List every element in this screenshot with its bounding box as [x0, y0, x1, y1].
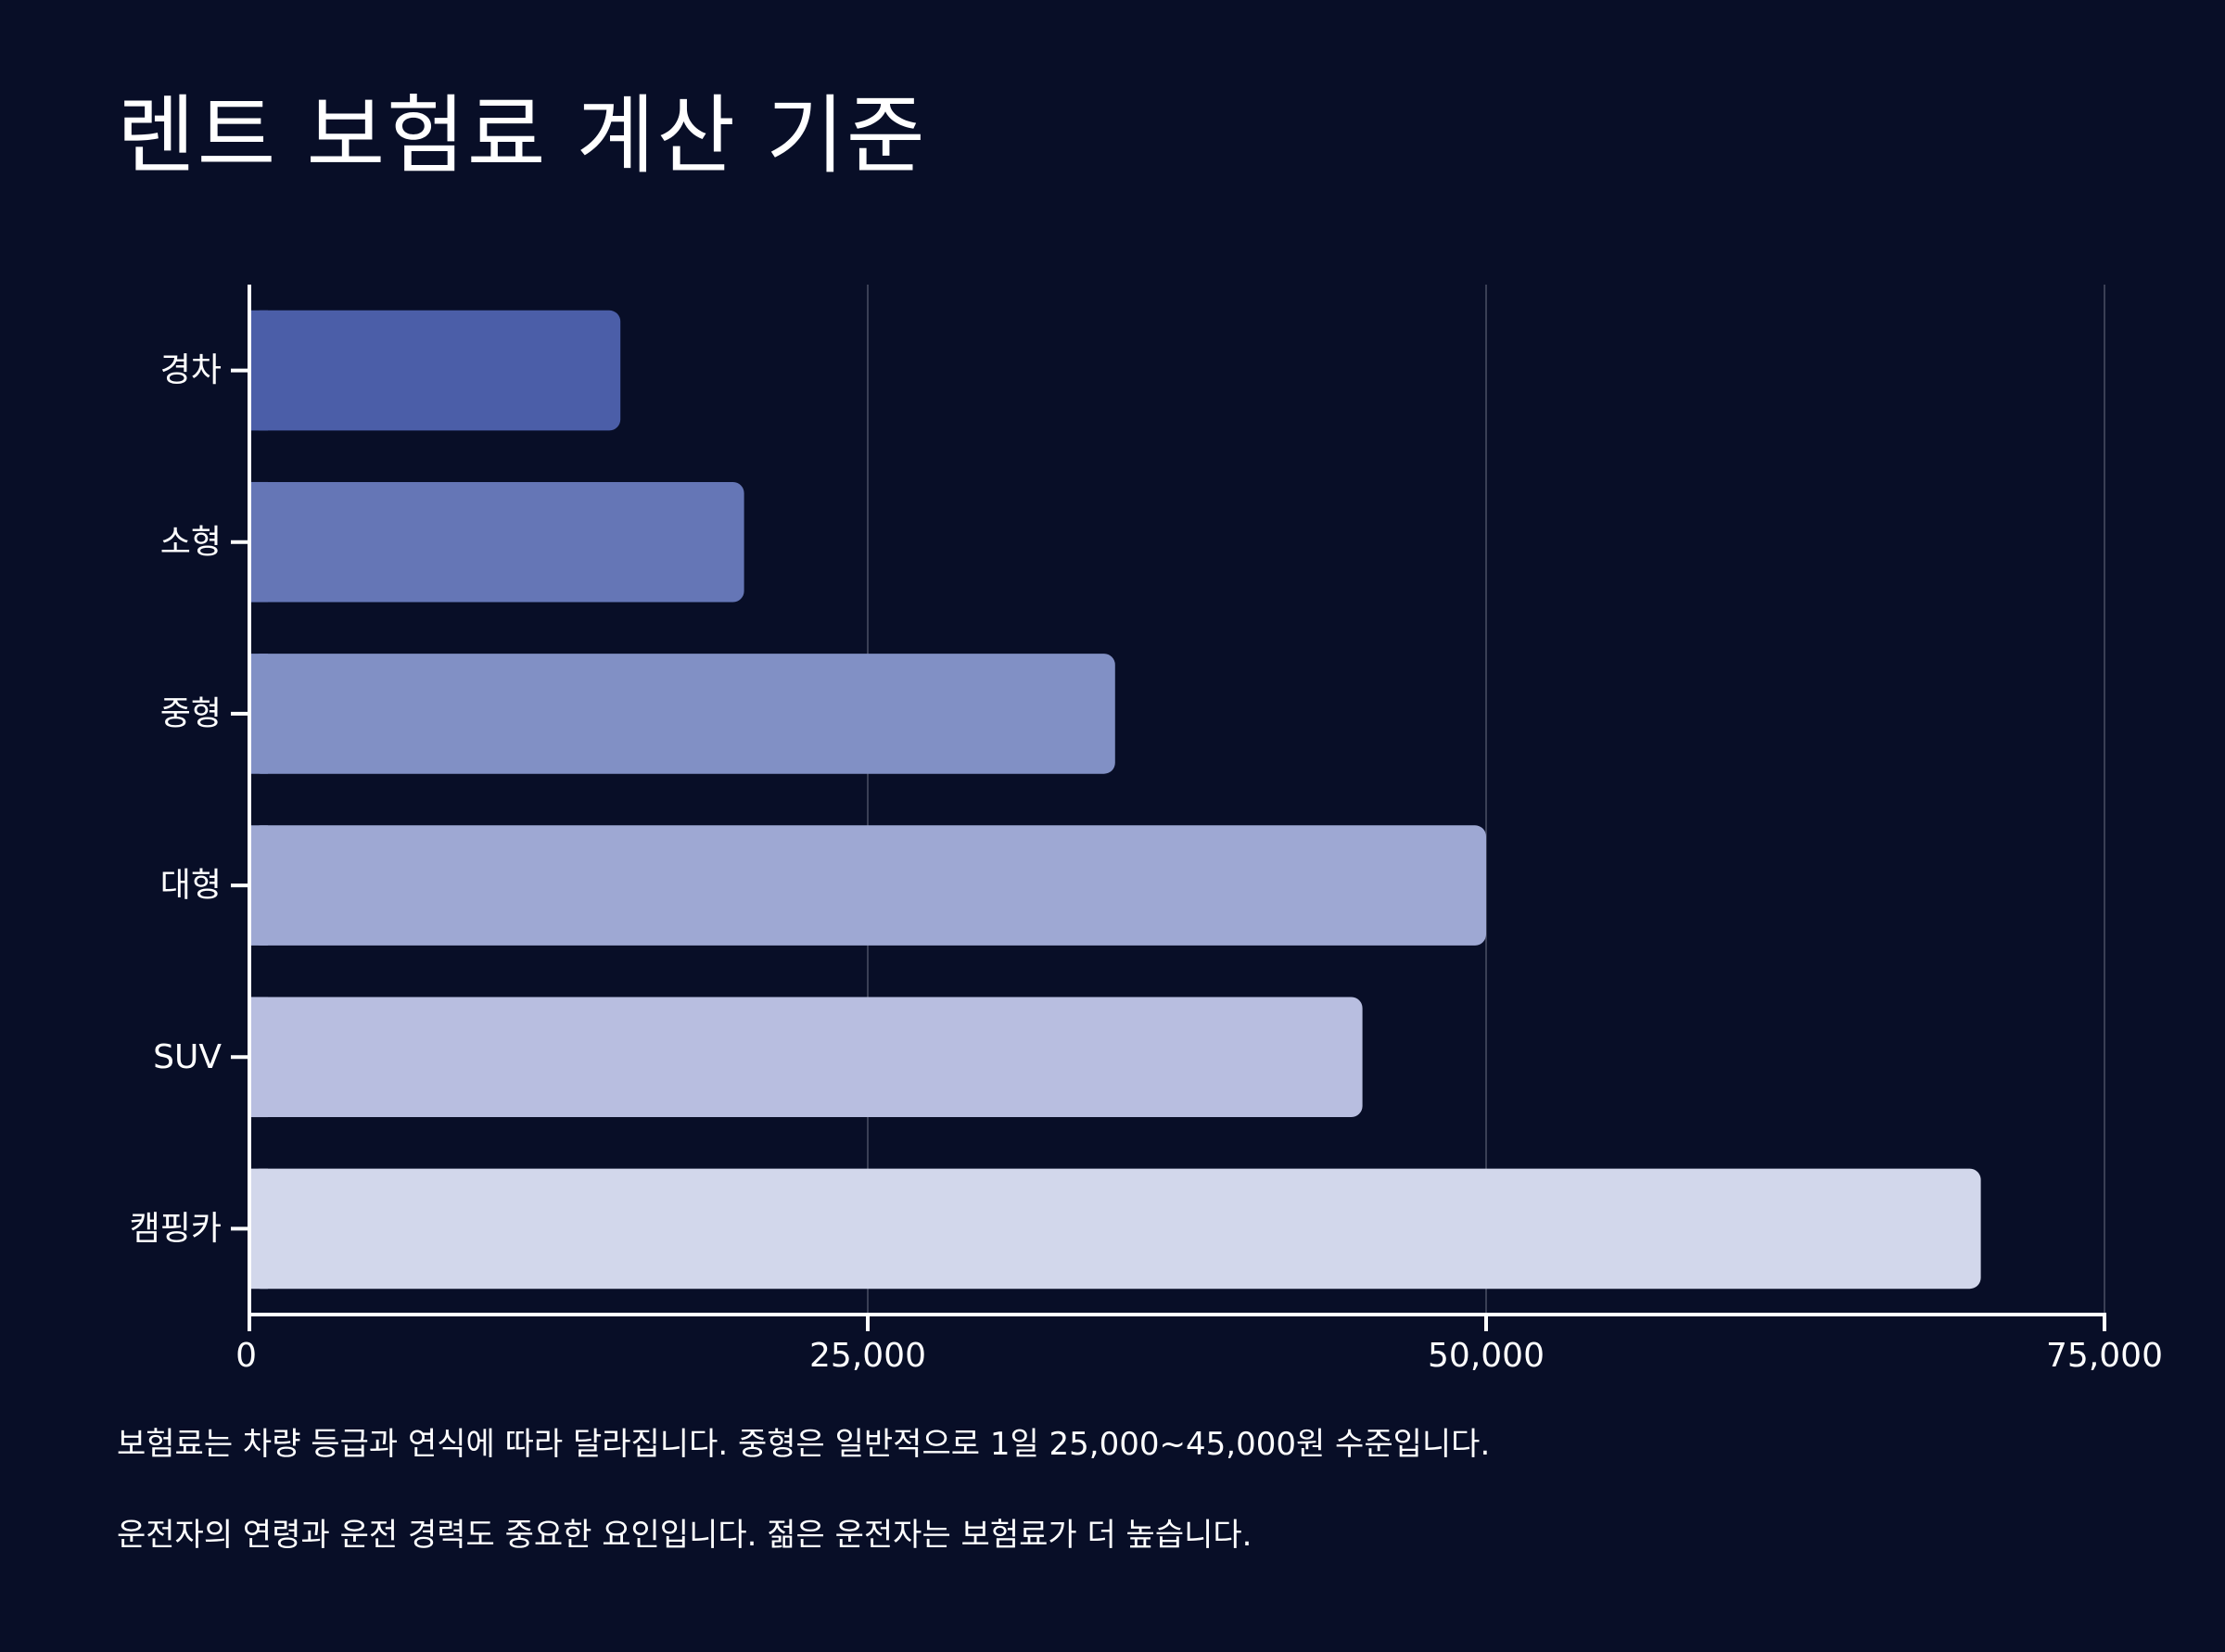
- y-tick-label-5: 캠핑카: [130, 1210, 222, 1248]
- chart-title: 렌트 보험료 계산 기준: [117, 86, 927, 185]
- y-tick-label-3: 대형: [160, 867, 222, 905]
- bar-1: [249, 481, 744, 603]
- y-tick-label-4: SUV: [153, 1038, 222, 1076]
- x-tick-label-2: 50,000: [1428, 1337, 1545, 1375]
- bar-2: [249, 654, 1115, 774]
- x-tick-label-0: 0: [235, 1337, 257, 1375]
- y-tick-label-2: 중형: [160, 694, 222, 732]
- bar-0: [249, 310, 621, 431]
- y-tick-label-0: 경차: [160, 351, 222, 389]
- bar-3-base: [249, 825, 268, 946]
- y-tick-label-1: 소형: [160, 523, 222, 561]
- bar-4-base: [249, 997, 268, 1118]
- bar-3: [249, 825, 1486, 946]
- bar-5: [249, 1168, 1981, 1290]
- x-tick-label-3: 75,000: [2046, 1337, 2163, 1375]
- bar-4: [249, 997, 1363, 1118]
- note-driver-age: 운전자의 연령과 운전 경력도 중요한 요인입니다. 젊은 운전자는 보험료가 …: [117, 1517, 1252, 1554]
- bar-1-base: [249, 481, 268, 603]
- x-tick-label-1: 25,000: [809, 1337, 926, 1375]
- note-insurance-grade: 보험료는 차량 등급과 연식에 따라 달라집니다. 중형은 일반적으로 1일 2…: [117, 1426, 1491, 1463]
- bar-0-base: [249, 310, 268, 431]
- bar-5-base: [249, 1168, 268, 1290]
- bar-2-base: [249, 654, 268, 774]
